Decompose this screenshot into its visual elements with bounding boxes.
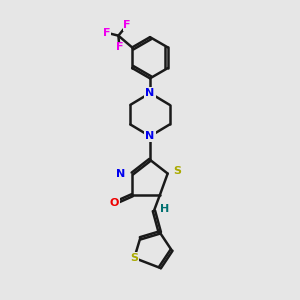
Text: F: F xyxy=(103,28,110,38)
Text: N: N xyxy=(146,131,154,141)
Text: S: S xyxy=(174,166,182,176)
Text: S: S xyxy=(130,253,138,263)
Text: F: F xyxy=(116,42,123,52)
Text: N: N xyxy=(146,88,154,98)
Text: F: F xyxy=(124,20,131,30)
Text: O: O xyxy=(110,198,119,208)
Text: N: N xyxy=(116,169,125,178)
Text: H: H xyxy=(160,204,169,214)
